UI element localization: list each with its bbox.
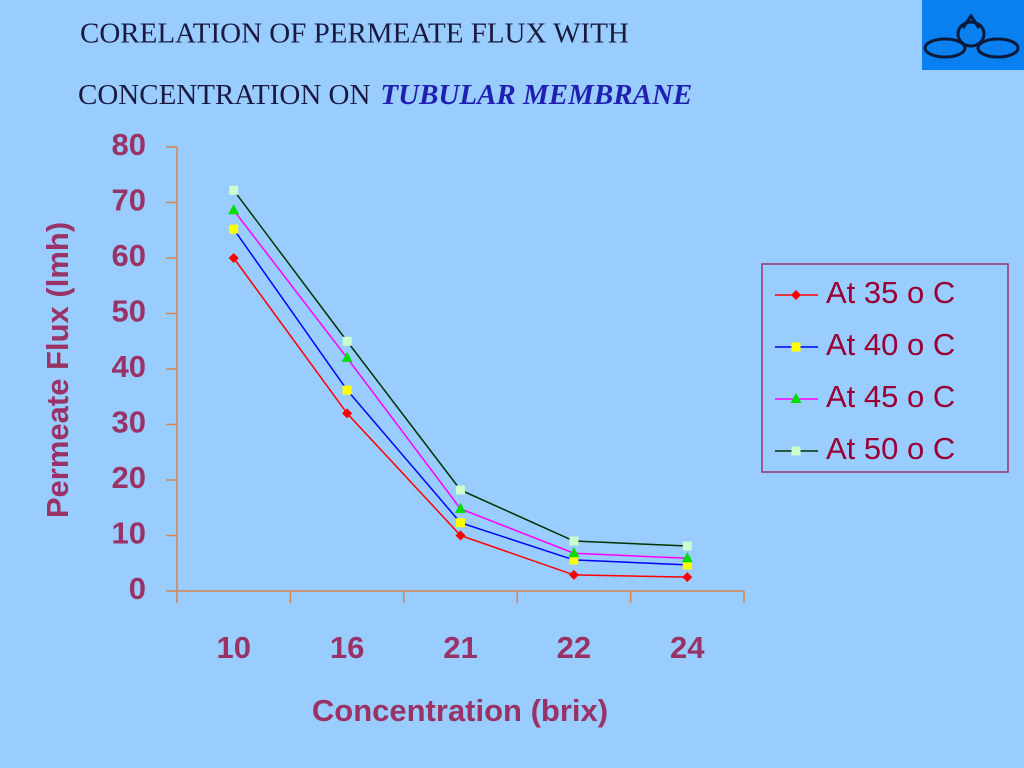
- x-tick-label: 22: [557, 630, 591, 665]
- legend-marker: [790, 393, 802, 403]
- legend-label: At 50 o C: [826, 431, 955, 466]
- data-point: [342, 336, 352, 346]
- data-point: [342, 385, 352, 395]
- data-point: [568, 547, 580, 558]
- data-point: [229, 224, 239, 234]
- data-point: [681, 552, 693, 563]
- data-point: [455, 502, 466, 513]
- legend-marker: [791, 290, 801, 300]
- data-point: [682, 560, 692, 570]
- logo: [922, 0, 1024, 70]
- data-point: [682, 572, 693, 583]
- y-axis-label: Permeate Flux (lmh): [40, 222, 75, 518]
- chart-subtitle: CONCENTRATION ON: [78, 79, 370, 111]
- legend-label: At 45 o C: [826, 379, 955, 414]
- y-tick-label: 70: [112, 183, 146, 218]
- data-point: [569, 536, 579, 546]
- y-tick-label: 30: [112, 405, 146, 440]
- x-tick-label: 16: [330, 630, 364, 665]
- legend-box: [761, 263, 1009, 473]
- legend-marker: [791, 342, 801, 352]
- data-point: [229, 185, 239, 195]
- y-tick-label: 40: [112, 349, 146, 384]
- y-tick-label: 50: [112, 294, 146, 329]
- legend-marker: [791, 446, 801, 456]
- data-point: [568, 569, 579, 580]
- data-point: [569, 555, 579, 565]
- data-point: [682, 541, 692, 551]
- y-tick-label: 20: [112, 460, 146, 495]
- subtitle-emphasis: TUBULAR MEMBRANE: [380, 79, 692, 111]
- y-tick-label: 10: [112, 516, 146, 551]
- data-point: [228, 253, 239, 263]
- x-tick-label: 24: [670, 630, 705, 665]
- x-tick-label: 10: [216, 630, 250, 665]
- y-tick-label: 0: [129, 571, 146, 606]
- data-point: [228, 204, 240, 215]
- chart-title: CORELATION OF PERMEATE FLUX WITH: [80, 18, 629, 50]
- data-point: [342, 408, 353, 419]
- legend-label: At 40 o C: [826, 327, 955, 362]
- data-point: [456, 485, 465, 495]
- data-point: [455, 530, 466, 541]
- legend-label: At 35 o C: [826, 275, 955, 310]
- x-axis-label: Concentration (brix): [312, 693, 608, 728]
- x-tick-label: 21: [443, 630, 477, 665]
- chart-subtitle-line: CONCENTRATION ON TUBULAR MEMBRANE: [78, 79, 692, 111]
- data-point: [341, 351, 353, 362]
- data-point: [456, 518, 465, 528]
- y-tick-label: 80: [112, 127, 146, 162]
- y-tick-label: 60: [112, 238, 146, 273]
